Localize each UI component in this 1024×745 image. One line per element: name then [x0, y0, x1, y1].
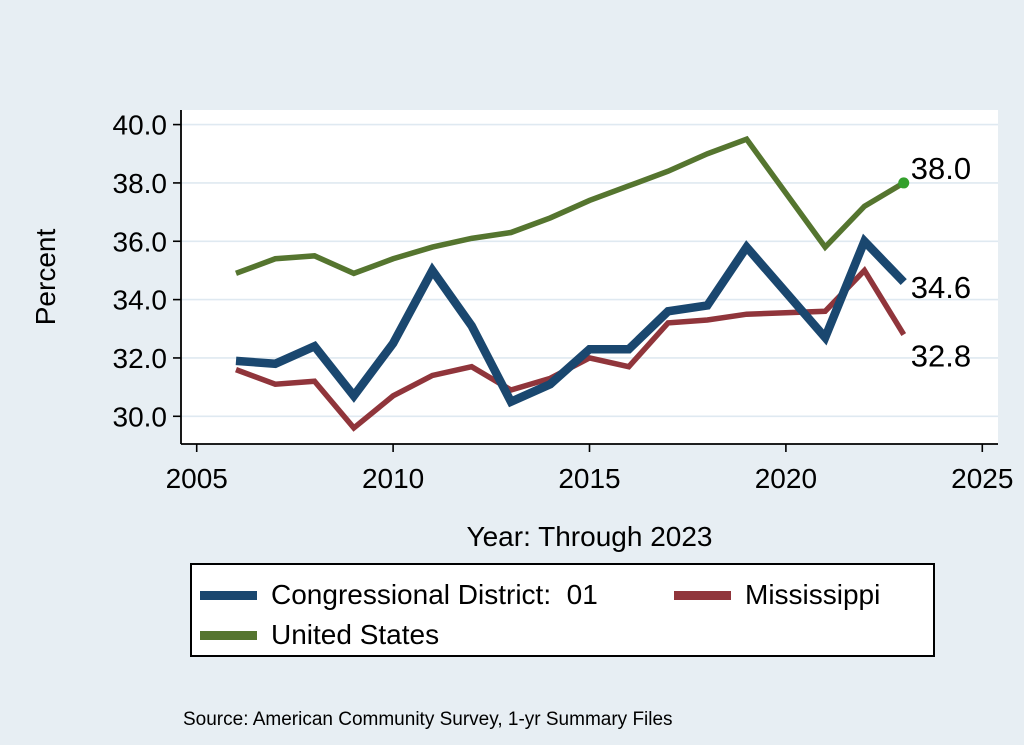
end-value-label: 32.8	[911, 339, 971, 374]
y-tick-label: 36.0	[113, 226, 168, 257]
y-tick-label: 30.0	[113, 401, 168, 432]
y-tick-label: 32.0	[113, 343, 168, 374]
series-line-1	[235, 265, 907, 432]
legend-swatch-mississippi	[674, 590, 731, 600]
x-tick-label: 2010	[362, 463, 424, 494]
y-tick-label: 40.0	[113, 110, 168, 141]
x-axis-caption: Year: Through 2023	[466, 521, 713, 552]
source-note: Source: American Community Survey, 1-yr …	[183, 667, 871, 745]
series-end-marker	[898, 177, 910, 189]
x-tick-label: 2020	[755, 463, 817, 494]
x-tick-label: 2015	[558, 463, 620, 494]
legend-item-united-states: United States	[200, 621, 439, 649]
legend-label-congressional-district: Congressional District: 01	[271, 579, 598, 610]
legend-label-mississippi: Mississippi	[745, 579, 881, 610]
legend-item-congressional-district: Congressional District: 01	[200, 581, 598, 609]
legend-label-united-states: United States	[271, 619, 440, 650]
source-line: Source: American Community Survey, 1-yr …	[183, 709, 673, 730]
x-tick-label: 2005	[166, 463, 228, 494]
end-value-label: 38.0	[911, 151, 971, 186]
y-tick-label: 34.0	[113, 285, 168, 316]
x-tick-label: 2025	[951, 463, 1013, 494]
legend-item-mississippi: Mississippi	[674, 581, 880, 609]
legend-swatch-congressional-district	[200, 590, 257, 600]
legend: Congressional District: 01 Mississippi U…	[190, 563, 935, 657]
series-line-0	[235, 233, 907, 408]
legend-swatch-united-states	[200, 630, 257, 640]
y-tick-label: 38.0	[113, 168, 168, 199]
end-value-label: 34.6	[911, 270, 971, 305]
series-line-2	[235, 135, 906, 277]
plot-area	[181, 110, 998, 444]
